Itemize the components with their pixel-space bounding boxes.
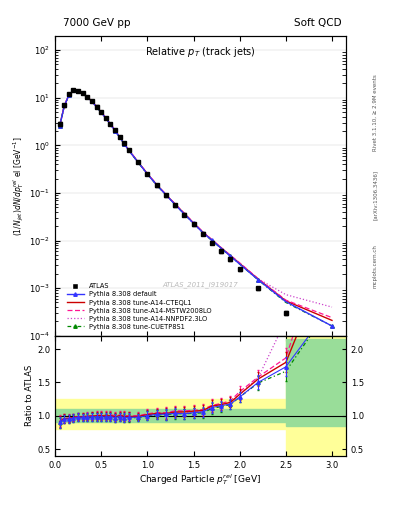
Text: [arXiv:1306.3436]: [arXiv:1306.3436] xyxy=(373,169,378,220)
Legend: ATLAS, Pythia 8.308 default, Pythia 8.308 tune-A14-CTEQL1, Pythia 8.308 tune-A14: ATLAS, Pythia 8.308 default, Pythia 8.30… xyxy=(64,281,214,332)
Bar xyxy=(55,409,286,422)
Bar xyxy=(286,339,346,425)
Bar xyxy=(55,399,286,429)
Text: 7000 GeV pp: 7000 GeV pp xyxy=(63,18,130,28)
Y-axis label: Ratio to ATLAS: Ratio to ATLAS xyxy=(25,365,34,426)
Y-axis label: $(1/N_{jet})dN/dp^{rel}_{T}$ el [GeV$^{-1}$]: $(1/N_{jet})dN/dp^{rel}_{T}$ el [GeV$^{-… xyxy=(12,136,26,236)
X-axis label: Charged Particle $p_{T}^{rel}$ [GeV]: Charged Particle $p_{T}^{rel}$ [GeV] xyxy=(140,472,261,487)
Text: ATLAS_2011_I919017: ATLAS_2011_I919017 xyxy=(163,282,238,288)
Text: Soft QCD: Soft QCD xyxy=(294,18,342,28)
Text: Rivet 3.1.10, ≥ 2.9M events: Rivet 3.1.10, ≥ 2.9M events xyxy=(373,74,378,151)
Bar xyxy=(286,316,346,456)
Text: mcplots.cern.ch: mcplots.cern.ch xyxy=(373,244,378,288)
Text: Relative $p_{T}$ (track jets): Relative $p_{T}$ (track jets) xyxy=(145,45,256,59)
